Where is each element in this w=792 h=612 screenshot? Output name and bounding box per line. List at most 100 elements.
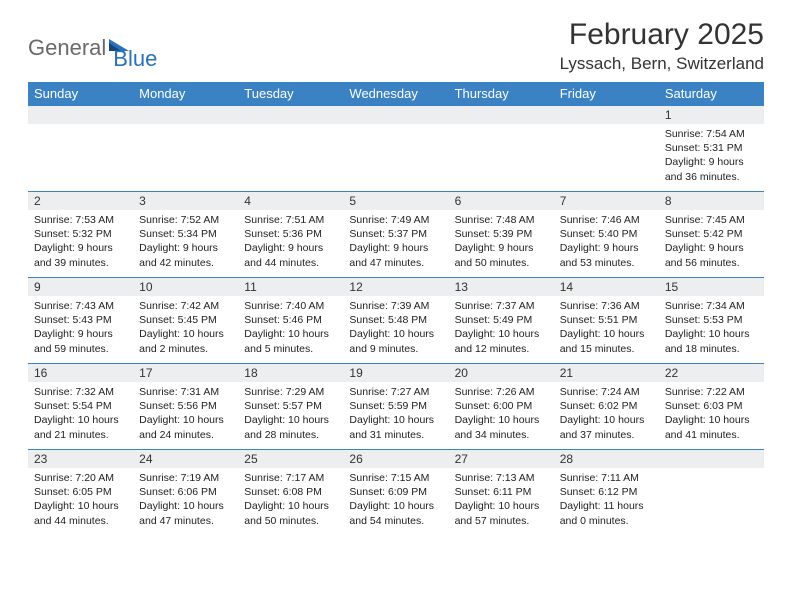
sunrise-line: Sunrise: 7:20 AM — [34, 471, 127, 485]
calendar-day-cell: 16Sunrise: 7:32 AMSunset: 5:54 PMDayligh… — [28, 364, 133, 450]
sunrise-line: Sunrise: 7:13 AM — [455, 471, 548, 485]
title-block: February 2025 Lyssach, Bern, Switzerland — [560, 18, 764, 74]
sunrise-line: Sunrise: 7:53 AM — [34, 213, 127, 227]
sunset-line: Sunset: 5:42 PM — [665, 227, 758, 241]
sunrise-line: Sunrise: 7:51 AM — [244, 213, 337, 227]
location-subtitle: Lyssach, Bern, Switzerland — [560, 54, 764, 74]
weekday-header: Thursday — [449, 82, 554, 106]
day-number — [449, 106, 554, 124]
sunset-line: Sunset: 5:36 PM — [244, 227, 337, 241]
sunset-line: Sunset: 5:34 PM — [139, 227, 232, 241]
calendar-day-cell: 15Sunrise: 7:34 AMSunset: 5:53 PMDayligh… — [659, 278, 764, 364]
day-number: 21 — [554, 364, 659, 382]
day-number: 15 — [659, 278, 764, 296]
calendar-day-cell: 26Sunrise: 7:15 AMSunset: 6:09 PMDayligh… — [343, 450, 448, 536]
sunset-line: Sunset: 5:39 PM — [455, 227, 548, 241]
sunrise-line: Sunrise: 7:32 AM — [34, 385, 127, 399]
sunset-line: Sunset: 6:06 PM — [139, 485, 232, 499]
calendar-day-cell — [659, 450, 764, 536]
day-number: 6 — [449, 192, 554, 210]
sunrise-line: Sunrise: 7:17 AM — [244, 471, 337, 485]
daylight-line: Daylight: 10 hours and 9 minutes. — [349, 327, 442, 355]
brand-logo: General Blue — [28, 18, 157, 72]
calendar-day-cell: 25Sunrise: 7:17 AMSunset: 6:08 PMDayligh… — [238, 450, 343, 536]
daylight-line: Daylight: 10 hours and 5 minutes. — [244, 327, 337, 355]
sunrise-line: Sunrise: 7:49 AM — [349, 213, 442, 227]
day-number: 22 — [659, 364, 764, 382]
weekday-header: Tuesday — [238, 82, 343, 106]
day-details: Sunrise: 7:24 AMSunset: 6:02 PMDaylight:… — [554, 382, 659, 446]
sunrise-line: Sunrise: 7:40 AM — [244, 299, 337, 313]
day-number: 3 — [133, 192, 238, 210]
day-number — [554, 106, 659, 124]
daylight-line: Daylight: 10 hours and 44 minutes. — [34, 499, 127, 527]
day-number: 5 — [343, 192, 448, 210]
day-number: 16 — [28, 364, 133, 382]
sunset-line: Sunset: 5:31 PM — [665, 141, 758, 155]
daylight-line: Daylight: 9 hours and 42 minutes. — [139, 241, 232, 269]
day-number: 25 — [238, 450, 343, 468]
day-number: 9 — [28, 278, 133, 296]
calendar-day-cell: 22Sunrise: 7:22 AMSunset: 6:03 PMDayligh… — [659, 364, 764, 450]
day-number: 10 — [133, 278, 238, 296]
day-details: Sunrise: 7:43 AMSunset: 5:43 PMDaylight:… — [28, 296, 133, 360]
day-number: 27 — [449, 450, 554, 468]
day-number: 1 — [659, 106, 764, 124]
day-details: Sunrise: 7:53 AMSunset: 5:32 PMDaylight:… — [28, 210, 133, 274]
sunset-line: Sunset: 5:32 PM — [34, 227, 127, 241]
daylight-line: Daylight: 10 hours and 12 minutes. — [455, 327, 548, 355]
sunset-line: Sunset: 5:56 PM — [139, 399, 232, 413]
daylight-line: Daylight: 11 hours and 0 minutes. — [560, 499, 653, 527]
daylight-line: Daylight: 9 hours and 50 minutes. — [455, 241, 548, 269]
day-details: Sunrise: 7:45 AMSunset: 5:42 PMDaylight:… — [659, 210, 764, 274]
daylight-line: Daylight: 10 hours and 47 minutes. — [139, 499, 232, 527]
sunrise-line: Sunrise: 7:39 AM — [349, 299, 442, 313]
calendar-week-row: 9Sunrise: 7:43 AMSunset: 5:43 PMDaylight… — [28, 278, 764, 364]
sunrise-line: Sunrise: 7:15 AM — [349, 471, 442, 485]
daylight-line: Daylight: 9 hours and 53 minutes. — [560, 241, 653, 269]
calendar-day-cell: 21Sunrise: 7:24 AMSunset: 6:02 PMDayligh… — [554, 364, 659, 450]
day-number: 19 — [343, 364, 448, 382]
daylight-line: Daylight: 10 hours and 57 minutes. — [455, 499, 548, 527]
sunset-line: Sunset: 5:51 PM — [560, 313, 653, 327]
day-number: 7 — [554, 192, 659, 210]
calendar-week-row: 2Sunrise: 7:53 AMSunset: 5:32 PMDaylight… — [28, 192, 764, 278]
day-details: Sunrise: 7:48 AMSunset: 5:39 PMDaylight:… — [449, 210, 554, 274]
daylight-line: Daylight: 9 hours and 56 minutes. — [665, 241, 758, 269]
day-details: Sunrise: 7:22 AMSunset: 6:03 PMDaylight:… — [659, 382, 764, 446]
sunset-line: Sunset: 5:57 PM — [244, 399, 337, 413]
sunrise-line: Sunrise: 7:19 AM — [139, 471, 232, 485]
day-number: 8 — [659, 192, 764, 210]
day-details: Sunrise: 7:26 AMSunset: 6:00 PMDaylight:… — [449, 382, 554, 446]
day-number: 18 — [238, 364, 343, 382]
day-details: Sunrise: 7:20 AMSunset: 6:05 PMDaylight:… — [28, 468, 133, 532]
calendar-day-cell: 5Sunrise: 7:49 AMSunset: 5:37 PMDaylight… — [343, 192, 448, 278]
calendar-day-cell: 10Sunrise: 7:42 AMSunset: 5:45 PMDayligh… — [133, 278, 238, 364]
brand-part2: Blue — [113, 46, 157, 72]
day-number: 4 — [238, 192, 343, 210]
calendar-day-cell: 17Sunrise: 7:31 AMSunset: 5:56 PMDayligh… — [133, 364, 238, 450]
calendar-day-cell — [238, 106, 343, 192]
sunset-line: Sunset: 6:03 PM — [665, 399, 758, 413]
sunrise-line: Sunrise: 7:36 AM — [560, 299, 653, 313]
sunrise-line: Sunrise: 7:43 AM — [34, 299, 127, 313]
calendar-table: Sunday Monday Tuesday Wednesday Thursday… — [28, 82, 764, 536]
daylight-line: Daylight: 10 hours and 50 minutes. — [244, 499, 337, 527]
calendar-day-cell: 2Sunrise: 7:53 AMSunset: 5:32 PMDaylight… — [28, 192, 133, 278]
day-details: Sunrise: 7:52 AMSunset: 5:34 PMDaylight:… — [133, 210, 238, 274]
calendar-day-cell: 1Sunrise: 7:54 AMSunset: 5:31 PMDaylight… — [659, 106, 764, 192]
calendar-day-cell — [449, 106, 554, 192]
daylight-line: Daylight: 10 hours and 24 minutes. — [139, 413, 232, 441]
daylight-line: Daylight: 9 hours and 59 minutes. — [34, 327, 127, 355]
sunrise-line: Sunrise: 7:27 AM — [349, 385, 442, 399]
calendar-week-row: 1Sunrise: 7:54 AMSunset: 5:31 PMDaylight… — [28, 106, 764, 192]
day-number: 23 — [28, 450, 133, 468]
day-details: Sunrise: 7:29 AMSunset: 5:57 PMDaylight:… — [238, 382, 343, 446]
calendar-day-cell — [343, 106, 448, 192]
daylight-line: Daylight: 10 hours and 37 minutes. — [560, 413, 653, 441]
weekday-header: Wednesday — [343, 82, 448, 106]
sunrise-line: Sunrise: 7:34 AM — [665, 299, 758, 313]
sunset-line: Sunset: 5:54 PM — [34, 399, 127, 413]
day-number: 2 — [28, 192, 133, 210]
calendar-day-cell: 18Sunrise: 7:29 AMSunset: 5:57 PMDayligh… — [238, 364, 343, 450]
